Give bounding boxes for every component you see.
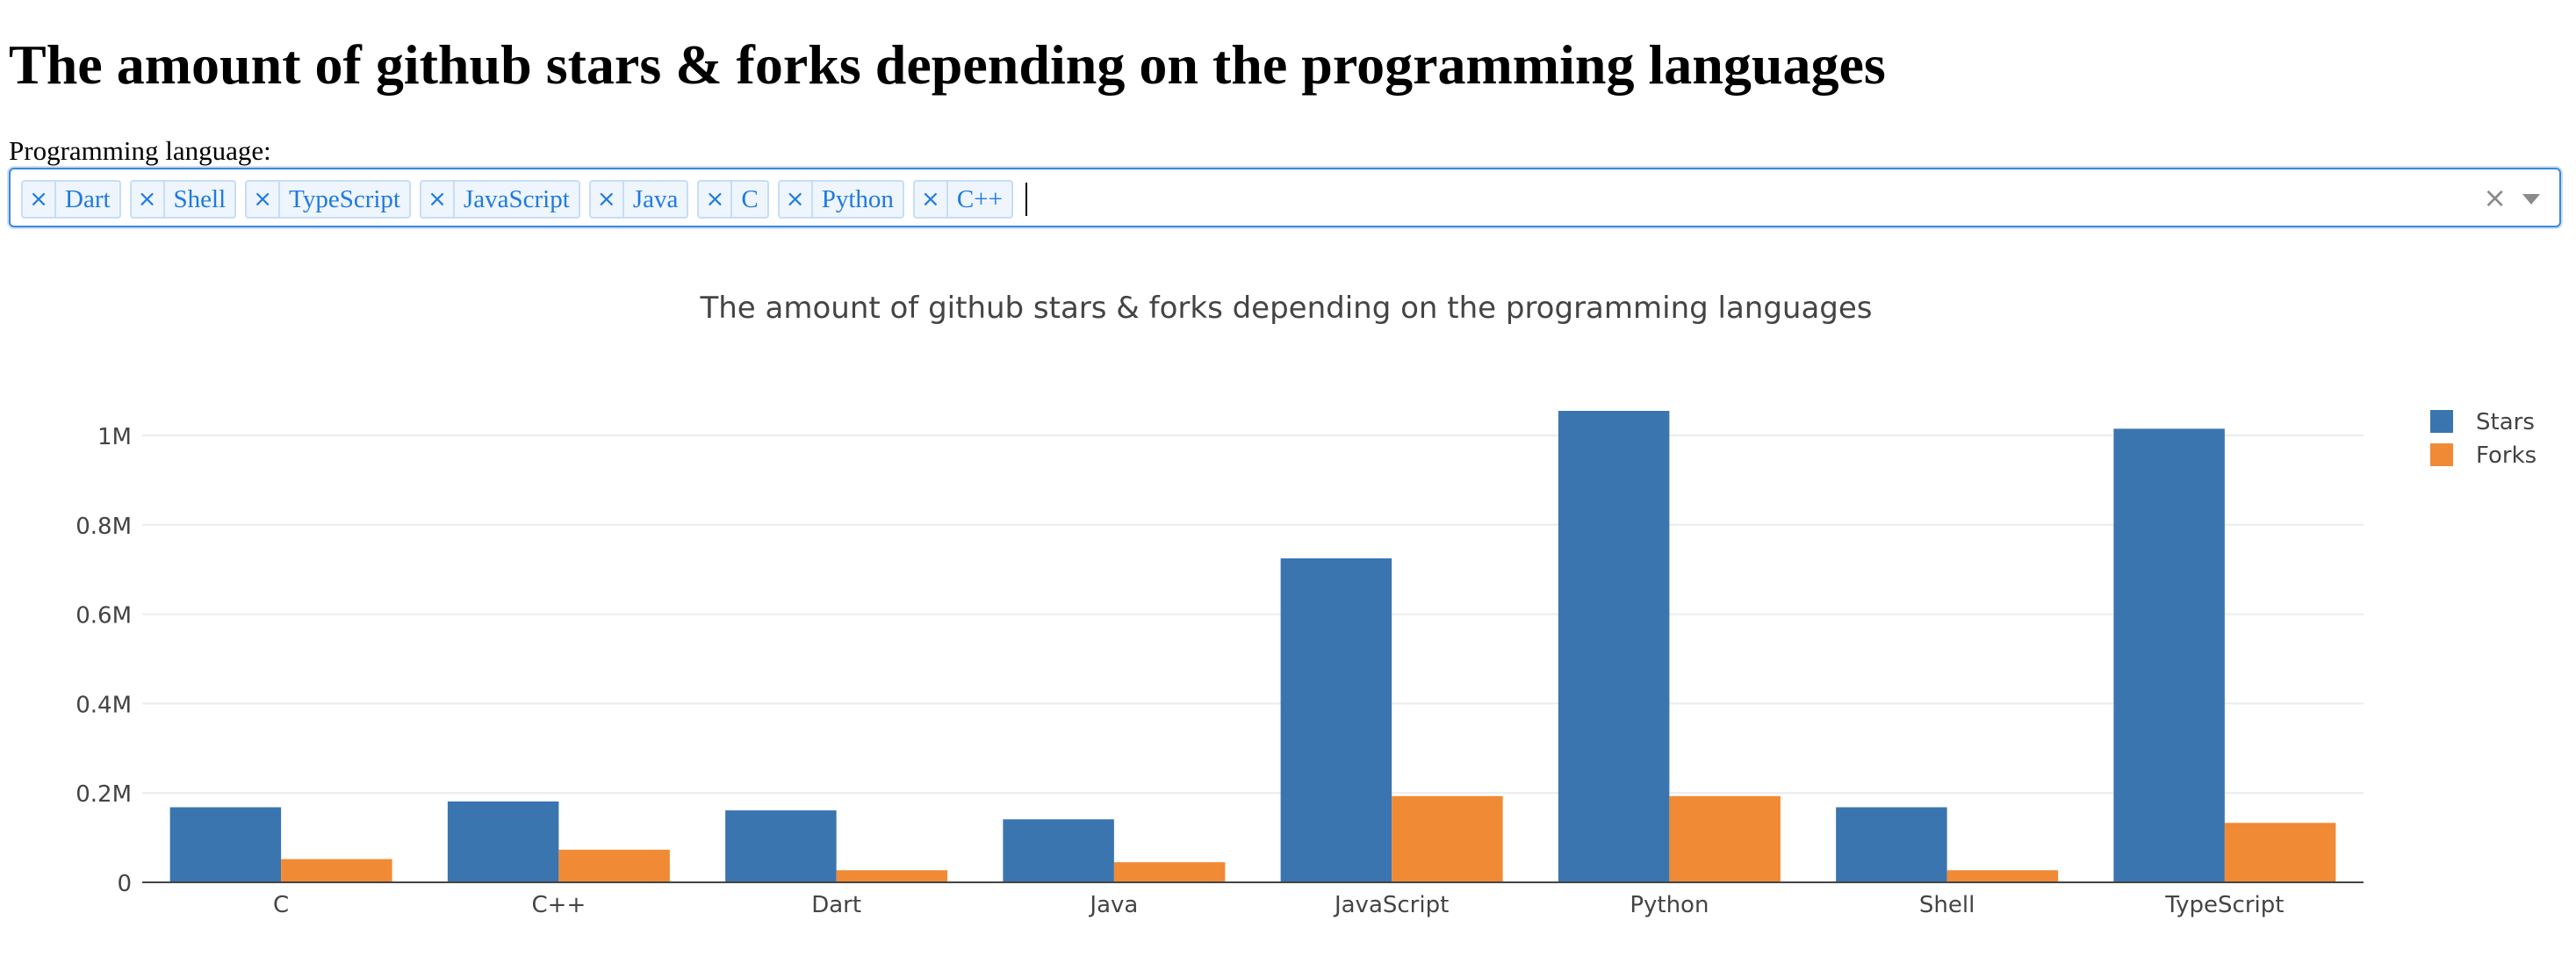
bar-forks-python [1669, 795, 1781, 882]
y-axis-ticks: 0 0.2M 0.4M 0.6M 0.8M 1M [76, 424, 132, 897]
y-tick-label: 0.6M [76, 603, 132, 629]
bar-forks-dart [836, 870, 948, 882]
bar-forks-javascript [1392, 795, 1503, 882]
y-tick-label: 0.2M [76, 781, 132, 808]
legend-swatch-forks [2430, 443, 2453, 466]
tag-label: C++ [956, 184, 1003, 213]
bar-stars-java [1003, 819, 1114, 882]
x-tick-label: Dart [811, 892, 861, 918]
bar-forks-shell [1946, 870, 2059, 882]
x-tick-label: Shell [1919, 892, 1975, 918]
language-multiselect[interactable]: × Dart × Shell × TypeScript × JavaScript × Java × C… [9, 168, 2561, 227]
bar-stars-javascript [1280, 557, 1392, 882]
legend: Stars Forks [2430, 409, 2536, 469]
y-tick-label: 0.8M [76, 514, 132, 540]
tag-label: C [741, 184, 759, 213]
search-input[interactable] [1025, 183, 1027, 216]
x-tick-label: Python [1630, 892, 1709, 918]
remove-tag-icon[interactable]: × [780, 182, 813, 217]
x-tick-label: JavaScript [1333, 892, 1449, 918]
tag-label: Python [821, 184, 894, 213]
y-tick-label: 0.4M [76, 692, 132, 718]
legend-label-stars: Stars [2476, 409, 2535, 435]
x-tick-label: Java [1088, 892, 1138, 918]
x-tick-label: C++ [532, 892, 586, 918]
tag-c: × C [697, 180, 769, 219]
remove-tag-icon[interactable]: × [591, 182, 624, 217]
bars [169, 410, 2336, 882]
clear-all-icon[interactable]: × [2483, 181, 2507, 214]
bar-stars-c [169, 807, 282, 882]
remove-tag-icon[interactable]: × [132, 182, 165, 217]
tag-java: × Java [588, 180, 689, 219]
remove-tag-icon[interactable]: × [247, 182, 281, 217]
tag-shell: × Shell [129, 180, 237, 219]
bar-forks-java [1113, 862, 1226, 882]
tag-label: JavaScript [464, 184, 570, 213]
chart-title: The amount of github stars & forks depen… [699, 291, 1872, 326]
x-tick-label: TypeScript [2164, 892, 2284, 918]
bar-stars-dart [725, 810, 837, 882]
dropdown-label: Programming language: [9, 135, 271, 166]
grid-lines [142, 434, 2364, 795]
tag-cpp: × C++ [912, 180, 1013, 219]
y-tick-label: 1M [97, 424, 132, 450]
legend-swatch-stars [2430, 410, 2453, 433]
page-title: The amount of github stars & forks depen… [9, 33, 1886, 96]
tag-dart: × Dart [21, 180, 121, 219]
tag-python: × Python [777, 180, 904, 219]
tag-javascript: × JavaScript [420, 180, 580, 219]
bar-stars-python [1558, 410, 1670, 882]
bar-forks-typescript [2224, 823, 2336, 882]
bar-stars-cpp [447, 801, 559, 882]
selected-tags: × Dart × Shell × TypeScript × JavaScript × Java × C… [21, 180, 1027, 219]
bar-stars-typescript [2113, 428, 2225, 882]
x-tick-label: C [273, 892, 289, 918]
tag-label: Shell [173, 184, 227, 213]
bar-chart: The amount of github stars & forks depen… [76, 291, 2536, 918]
legend-label-forks: Forks [2476, 442, 2536, 469]
tag-typescript: × TypeScript [245, 180, 411, 219]
remove-tag-icon[interactable]: × [699, 182, 733, 217]
bar-forks-cpp [558, 849, 670, 882]
bar-forks-c [281, 859, 392, 882]
bar-stars-shell [1836, 807, 1947, 882]
remove-tag-icon[interactable]: × [23, 182, 56, 217]
tag-label: Java [632, 184, 679, 213]
remove-tag-icon[interactable]: × [421, 182, 455, 217]
chevron-down-icon[interactable] [2522, 194, 2540, 205]
y-tick-label: 0 [117, 871, 132, 897]
tag-label: TypeScript [289, 184, 400, 213]
remove-tag-icon[interactable]: × [915, 182, 948, 217]
tag-label: Dart [65, 184, 111, 213]
x-axis-ticks: C C++ Dart Java JavaScript Python Shell TypeScr… [142, 881, 2364, 918]
